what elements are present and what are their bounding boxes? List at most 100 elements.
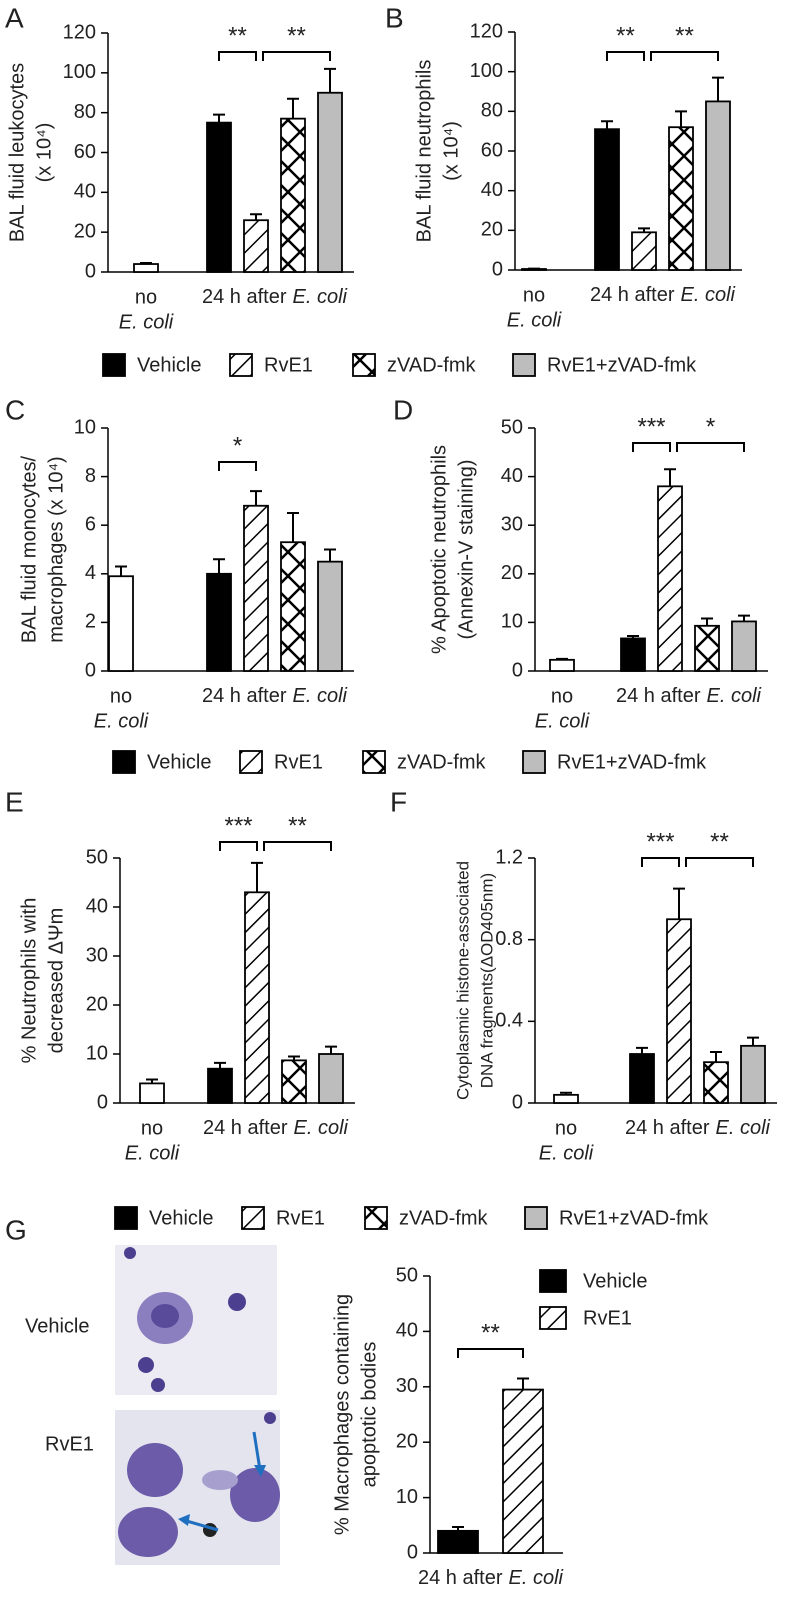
y-tick-label: 30 <box>86 944 108 966</box>
legend-label: zVAD-fmk <box>387 354 477 376</box>
error-bar <box>324 550 336 562</box>
bar <box>630 1054 654 1103</box>
bar <box>632 232 656 270</box>
x-tick-label-part: E. coli <box>716 1117 771 1139</box>
x-tick-label: no <box>110 685 132 707</box>
y-tick-label: 40 <box>396 1320 418 1342</box>
y-tick-label: 4 <box>85 562 96 584</box>
y-axis-label: % Macrophages containing <box>331 1294 353 1535</box>
x-tick-label-part: E. coli <box>293 685 348 707</box>
significance-label: ** <box>287 22 306 49</box>
x-tick-label-part: E. coli <box>707 685 762 707</box>
y-tick-label: 50 <box>501 416 523 438</box>
y-tick-label: 0 <box>407 1541 418 1563</box>
x-tick-label-part: E. coli <box>681 284 736 306</box>
legend-swatch <box>115 1207 137 1229</box>
legend-swatch <box>103 354 125 376</box>
x-tick-label: E. coli <box>125 1142 180 1164</box>
legend-label: RvE1 <box>276 1207 325 1229</box>
error-bar <box>601 121 613 129</box>
bar <box>208 1069 232 1103</box>
bar <box>281 542 305 671</box>
significance-label: *** <box>224 812 252 839</box>
y-tick-label: 100 <box>470 60 503 82</box>
panel-letter: E <box>5 786 24 817</box>
legend-label: Vehicle <box>137 354 202 376</box>
error-bar <box>710 1052 722 1062</box>
y-tick-label: 30 <box>396 1375 418 1397</box>
legend-swatch <box>540 1307 566 1329</box>
error-bar <box>673 889 685 920</box>
error-bar <box>712 78 724 102</box>
x-tick-label-part: E. coli <box>294 1117 349 1139</box>
error-bar <box>213 115 225 123</box>
bar <box>207 574 231 671</box>
legend-swatch <box>240 751 262 773</box>
y-tick-label: 2 <box>85 611 96 633</box>
y-tick-label: 0.4 <box>495 1010 523 1032</box>
error-bar <box>287 513 299 542</box>
y-tick-label: 20 <box>481 219 503 241</box>
legend-swatch <box>113 751 135 773</box>
micrograph-vehicle <box>115 1245 277 1395</box>
bar <box>109 576 133 671</box>
significance-label: ** <box>481 1319 500 1346</box>
legend-swatch <box>363 751 385 773</box>
x-tick-label: E. coli <box>119 311 174 333</box>
significance-label: ** <box>616 22 635 49</box>
error-bar <box>701 619 713 626</box>
y-axis-label: Cytoplasmic histone-associated <box>453 861 472 1100</box>
legend-swatch <box>230 354 252 376</box>
micrograph-label: Vehicle <box>25 1315 90 1337</box>
legend-label: RvE1+zVAD-fmk <box>559 1207 709 1229</box>
y-tick-label: 100 <box>63 61 96 83</box>
x-tick-label: no <box>523 284 545 306</box>
panel-letter: A <box>5 2 24 33</box>
x-tick-label: E. coli <box>539 1142 594 1164</box>
x-tick-label-part: 24 h after <box>616 685 701 707</box>
x-tick-label-part: 24 h after <box>202 286 287 308</box>
legend-swatch <box>523 751 545 773</box>
significance-bracket <box>642 858 679 867</box>
x-tick-label: 24 h after E. coli <box>625 1117 771 1139</box>
error-bar <box>636 1048 648 1054</box>
error-bar <box>517 1378 529 1389</box>
significance-label: * <box>233 432 242 459</box>
x-tick-label-part: 24 h after <box>625 1117 710 1139</box>
significance-label: *** <box>646 828 674 855</box>
bar <box>621 638 645 671</box>
legend-label: RvE1 <box>583 1307 632 1329</box>
significance-bracket <box>264 842 331 851</box>
y-axis-label: % Neutrophils with <box>18 898 40 1064</box>
legend-label: zVAD-fmk <box>397 751 487 773</box>
legend-label: RvE1 <box>274 751 323 773</box>
y-tick-label: 50 <box>396 1264 418 1286</box>
x-tick-label: 24 h after E. coli <box>616 685 762 707</box>
legend-swatch <box>242 1207 264 1229</box>
x-tick-label: E. coli <box>507 309 562 331</box>
error-bar <box>250 491 262 506</box>
y-tick-label: 60 <box>74 141 96 163</box>
y-tick-label: 0 <box>512 659 523 681</box>
significance-bracket <box>651 52 718 61</box>
y-tick-label: 0 <box>85 659 96 681</box>
panel-letter: B <box>385 2 404 33</box>
significance-label: ** <box>710 828 729 855</box>
y-axis-label: BAL fluid neutrophils <box>413 60 435 243</box>
x-tick-label-part: E. coli <box>293 286 348 308</box>
y-tick-label: 20 <box>86 993 108 1015</box>
bar <box>706 101 730 270</box>
bar <box>140 1083 164 1103</box>
y-tick-label: 10 <box>74 416 96 438</box>
x-tick-label-part: E. coli <box>509 1567 564 1589</box>
bar <box>281 119 305 272</box>
y-tick-label: 50 <box>86 846 108 868</box>
legend-label: Vehicle <box>583 1270 648 1292</box>
y-axis-label: BAL fluid leukocytes <box>6 63 28 242</box>
panel-letter: C <box>5 394 25 425</box>
y-tick-label: 40 <box>501 465 523 487</box>
